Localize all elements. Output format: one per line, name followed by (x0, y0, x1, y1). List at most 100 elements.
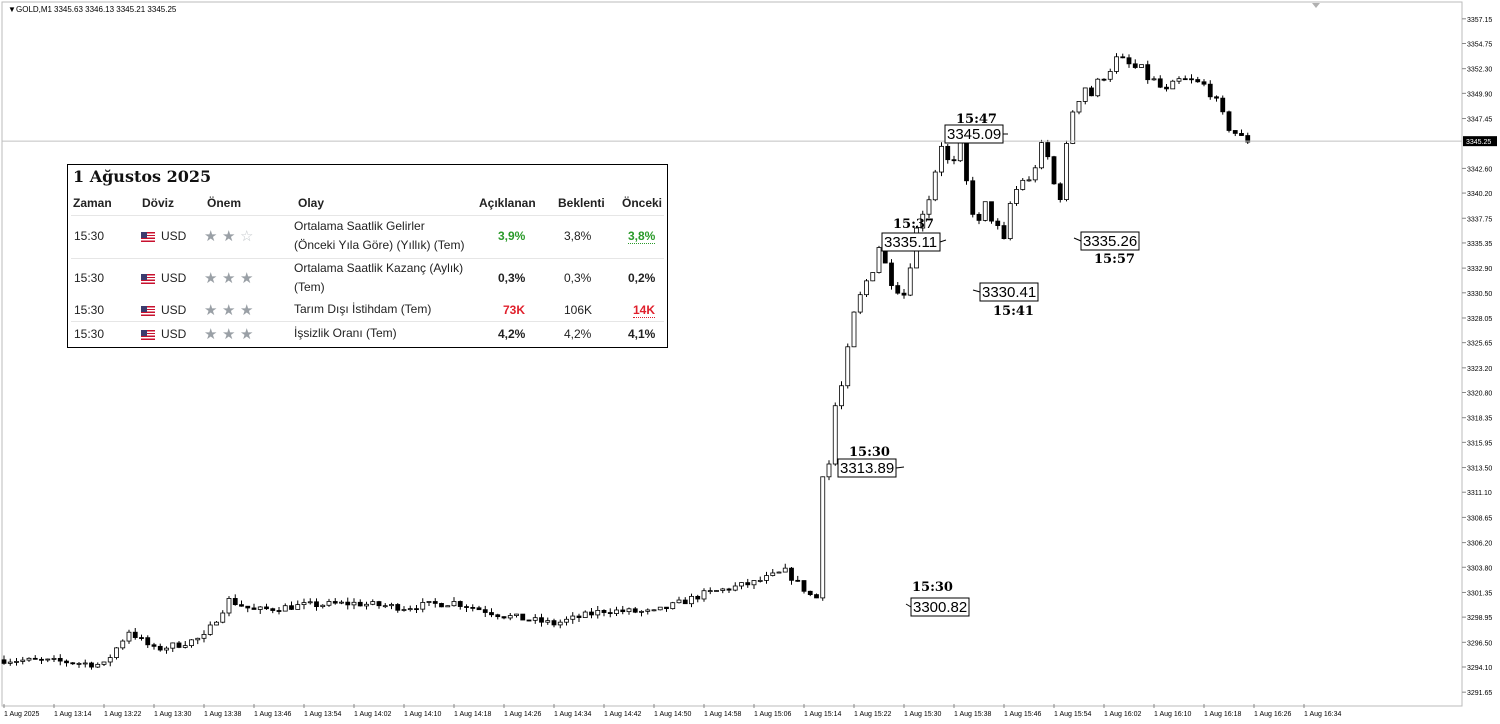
candle-bullish (701, 590, 707, 600)
star-filled-icon: ★ (240, 270, 254, 287)
candle-bearish (1214, 96, 1219, 99)
price-axis-label: 3298.95 (1467, 615, 1492, 622)
symbol-dropdown-icon[interactable]: ▼ (8, 5, 16, 14)
candle-bullish (876, 247, 882, 273)
candle-bullish (845, 346, 851, 387)
candle-bullish (307, 601, 313, 604)
candle-bullish (507, 615, 513, 619)
candle-bullish (689, 595, 694, 605)
annotation-leader-line (939, 239, 947, 243)
candle-bullish (7, 661, 13, 664)
annotation-price-label: 3335.26 (1083, 233, 1137, 250)
time-axis-label: 1 Aug 15:38 (954, 711, 991, 718)
candle-bearish (489, 612, 494, 616)
header-event: Olay (298, 196, 325, 210)
row1-event-line1: Ortalama Saatlik Gelirler (294, 219, 425, 233)
annotation-price-label: 3345.09 (947, 126, 1001, 143)
candle-bearish (964, 141, 969, 182)
candle-bullish (1139, 64, 1144, 68)
candle-bearish (432, 601, 438, 604)
row-divider (71, 258, 664, 259)
candle-bullish (626, 608, 632, 613)
row-divider (71, 321, 664, 322)
candle-bearish (607, 612, 613, 614)
annotation-time-label: 15:30 (912, 580, 953, 595)
candle-bullish (326, 601, 332, 606)
candle-bullish (370, 601, 376, 605)
time-axis-label: 1 Aug 15:14 (804, 711, 841, 718)
candle-bullish (932, 171, 938, 201)
row3-currency: USD (161, 303, 187, 317)
time-axis-label: 1 Aug 16:10 (1154, 711, 1191, 718)
candle-bearish (1195, 79, 1201, 83)
candle-bullish (1151, 78, 1157, 81)
annotation-price-box (1080, 231, 1140, 251)
candle-bullish (907, 267, 913, 296)
current-price-marker (1463, 136, 1497, 147)
candle-bullish (514, 613, 519, 616)
chart-shift-icon[interactable] (1312, 3, 1320, 8)
candle-bullish (76, 662, 82, 665)
candle-bearish (1226, 111, 1232, 131)
candle-bearish (951, 159, 957, 162)
time-axis: 1 Aug 2025 1 Aug 13:14 1 Aug 13:22 1 Aug 13… (3, 704, 1341, 718)
price-axis-label: 3306.20 (1467, 541, 1492, 548)
annotation-price-box (979, 282, 1039, 302)
candle-bullish (426, 601, 432, 603)
candle-bullish (582, 611, 588, 618)
candle-bearish (239, 604, 244, 607)
candle-bullish (1020, 179, 1026, 190)
row1-previous: 3,8% (628, 229, 656, 244)
star-filled-icon: ★ (222, 302, 236, 319)
candle-bullish (651, 609, 657, 612)
annotation-leader-line (972, 289, 981, 293)
candle-bullish (389, 604, 394, 607)
time-axis-label: 1 Aug 2025 (4, 711, 40, 718)
candle-bullish (401, 609, 407, 611)
candle-bullish (1064, 143, 1069, 200)
row4-currency: USD (161, 327, 187, 341)
annotation-price-box (881, 232, 941, 252)
candle-bearish (332, 601, 338, 604)
candle-bearish (232, 598, 238, 606)
row4-actual: 4,2% (498, 327, 526, 341)
candle-bearish (551, 620, 557, 626)
candle-bearish (945, 145, 951, 161)
candle-bearish (539, 617, 544, 623)
candle-bearish (1239, 133, 1244, 136)
candle-bullish (282, 605, 288, 612)
price-axis-label: 3352.30 (1467, 67, 1492, 74)
us-flag-icon (141, 330, 155, 340)
candle-bullish (101, 661, 107, 665)
candle-bullish (757, 580, 763, 582)
candle-bearish (520, 613, 526, 621)
candle-bullish (445, 605, 451, 608)
candle-bullish (420, 602, 426, 610)
annotation-price-label: 3335.11 (884, 234, 937, 251)
annotation-time-label: 15:57 (1094, 252, 1135, 267)
candle-bullish (570, 615, 576, 620)
candle-bearish (1089, 87, 1094, 97)
candle-bearish (376, 601, 382, 607)
candle-bearish (1232, 130, 1238, 134)
candle-bearish (1120, 56, 1126, 59)
row3-actual: 73K (503, 303, 526, 317)
candle-bearish (482, 609, 488, 613)
candles-group (1, 53, 1251, 670)
candle-bearish (795, 579, 801, 582)
candle-bearish (145, 637, 151, 646)
candle-bullish (1176, 78, 1182, 82)
time-axis-label: 1 Aug 13:54 (304, 711, 341, 718)
candle-bullish (532, 617, 538, 621)
candle-bullish (1107, 71, 1113, 80)
candle-bearish (664, 606, 669, 610)
price-axis-label: 3342.60 (1467, 166, 1492, 173)
annotation-time-label: 15:47 (956, 112, 997, 127)
time-axis-label: 1 Aug 13:14 (54, 711, 91, 718)
time-axis-label: 1 Aug 16:34 (1304, 711, 1341, 718)
candle-bearish (601, 610, 607, 613)
candle-bullish (776, 571, 782, 574)
candle-bearish (1157, 78, 1163, 88)
time-axis-label: 1 Aug 14:02 (354, 711, 391, 718)
